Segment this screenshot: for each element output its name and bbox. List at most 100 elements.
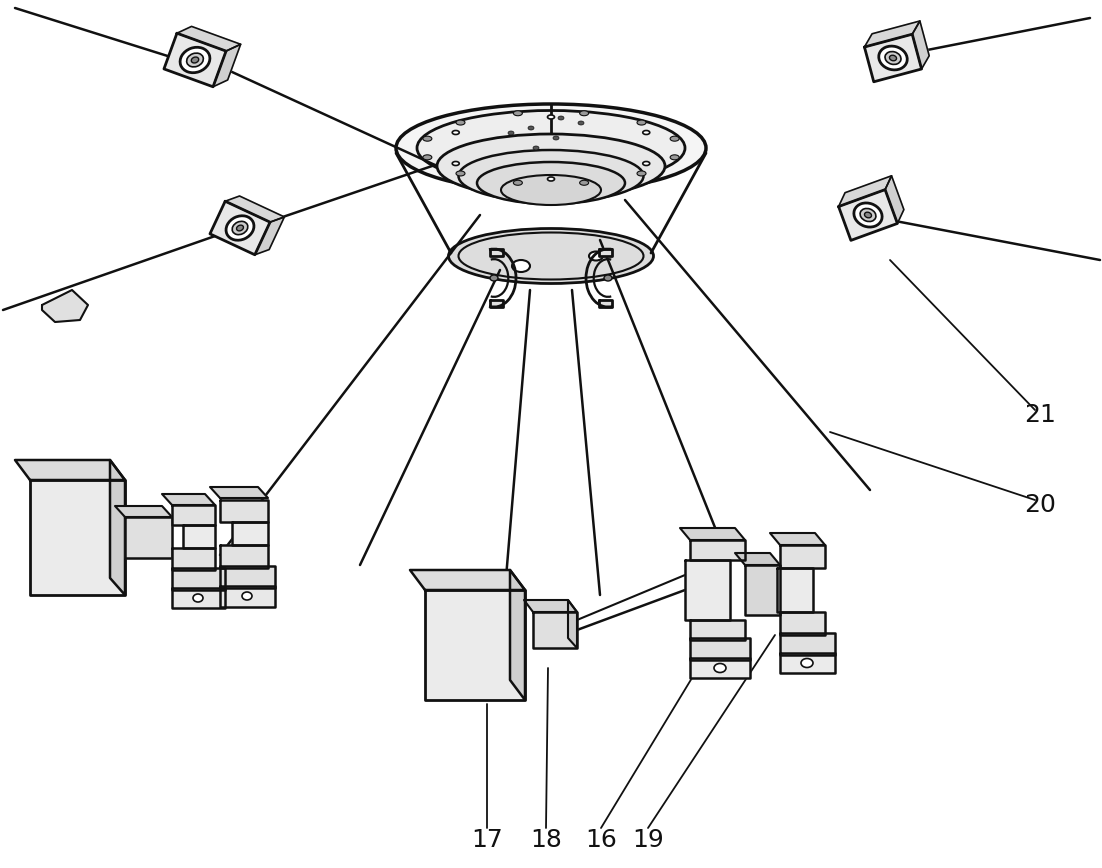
Ellipse shape — [714, 663, 726, 673]
Polygon shape — [885, 176, 904, 223]
Polygon shape — [210, 201, 270, 255]
Ellipse shape — [670, 155, 679, 160]
Polygon shape — [172, 548, 215, 570]
Polygon shape — [533, 612, 577, 648]
Polygon shape — [489, 249, 503, 256]
Polygon shape — [220, 586, 276, 607]
Polygon shape — [125, 517, 172, 558]
Polygon shape — [568, 600, 577, 648]
Ellipse shape — [423, 136, 432, 141]
Ellipse shape — [580, 111, 588, 115]
Ellipse shape — [508, 131, 514, 135]
Polygon shape — [777, 568, 813, 612]
Ellipse shape — [193, 594, 203, 602]
Polygon shape — [839, 176, 892, 207]
Polygon shape — [780, 653, 835, 673]
Text: 17: 17 — [472, 828, 503, 852]
Ellipse shape — [456, 171, 465, 176]
Ellipse shape — [477, 162, 625, 204]
Ellipse shape — [642, 130, 650, 135]
Polygon shape — [115, 506, 172, 517]
Polygon shape — [599, 300, 613, 307]
Polygon shape — [690, 540, 745, 560]
Ellipse shape — [801, 659, 813, 667]
Polygon shape — [220, 545, 268, 568]
Text: 16: 16 — [585, 828, 617, 852]
Text: 19: 19 — [633, 828, 663, 852]
Ellipse shape — [878, 46, 907, 70]
Polygon shape — [599, 249, 613, 256]
Ellipse shape — [458, 150, 644, 202]
Polygon shape — [780, 612, 825, 635]
Polygon shape — [177, 26, 240, 51]
Ellipse shape — [192, 57, 198, 63]
Polygon shape — [30, 480, 125, 595]
Ellipse shape — [637, 120, 646, 125]
Polygon shape — [839, 189, 897, 240]
Ellipse shape — [579, 121, 584, 125]
Ellipse shape — [180, 47, 209, 73]
Ellipse shape — [233, 221, 248, 234]
Ellipse shape — [226, 216, 253, 240]
Polygon shape — [164, 33, 226, 87]
Ellipse shape — [637, 171, 646, 176]
Ellipse shape — [237, 225, 244, 231]
Polygon shape — [172, 588, 225, 608]
Polygon shape — [489, 300, 503, 307]
Polygon shape — [172, 505, 215, 525]
Ellipse shape — [396, 104, 706, 192]
Polygon shape — [255, 217, 284, 255]
Ellipse shape — [417, 110, 685, 186]
Polygon shape — [912, 21, 929, 69]
Polygon shape — [770, 533, 825, 545]
Polygon shape — [523, 600, 577, 612]
Ellipse shape — [528, 126, 534, 130]
Polygon shape — [233, 522, 268, 545]
Ellipse shape — [514, 111, 522, 115]
Polygon shape — [745, 565, 780, 615]
Ellipse shape — [588, 252, 603, 260]
Ellipse shape — [449, 228, 653, 284]
Polygon shape — [425, 590, 525, 700]
Polygon shape — [780, 633, 835, 655]
Polygon shape — [864, 34, 921, 82]
Ellipse shape — [423, 155, 432, 160]
Polygon shape — [15, 460, 125, 480]
Text: 20: 20 — [1024, 493, 1056, 517]
Polygon shape — [864, 21, 920, 47]
Ellipse shape — [553, 136, 559, 140]
Polygon shape — [172, 568, 225, 590]
Ellipse shape — [186, 53, 204, 67]
Ellipse shape — [889, 56, 897, 61]
Polygon shape — [690, 620, 745, 640]
Polygon shape — [210, 487, 268, 498]
Polygon shape — [410, 570, 525, 590]
Polygon shape — [42, 290, 88, 322]
Ellipse shape — [854, 203, 882, 227]
Ellipse shape — [580, 181, 588, 185]
Ellipse shape — [514, 181, 522, 185]
Polygon shape — [162, 494, 215, 505]
Ellipse shape — [456, 120, 465, 125]
Ellipse shape — [670, 136, 679, 141]
Ellipse shape — [885, 51, 901, 64]
Ellipse shape — [860, 208, 876, 221]
Ellipse shape — [548, 177, 554, 181]
Ellipse shape — [864, 212, 872, 218]
Polygon shape — [183, 525, 215, 548]
Ellipse shape — [437, 134, 665, 198]
Ellipse shape — [490, 275, 498, 281]
Ellipse shape — [452, 161, 460, 166]
Polygon shape — [225, 196, 284, 222]
Polygon shape — [220, 500, 268, 522]
Ellipse shape — [501, 175, 601, 205]
Ellipse shape — [452, 130, 460, 135]
Ellipse shape — [548, 115, 554, 119]
Ellipse shape — [512, 260, 530, 272]
Polygon shape — [510, 570, 525, 700]
Polygon shape — [680, 528, 745, 540]
Polygon shape — [685, 560, 730, 620]
Polygon shape — [690, 658, 750, 678]
Ellipse shape — [533, 146, 539, 150]
Polygon shape — [220, 566, 276, 588]
